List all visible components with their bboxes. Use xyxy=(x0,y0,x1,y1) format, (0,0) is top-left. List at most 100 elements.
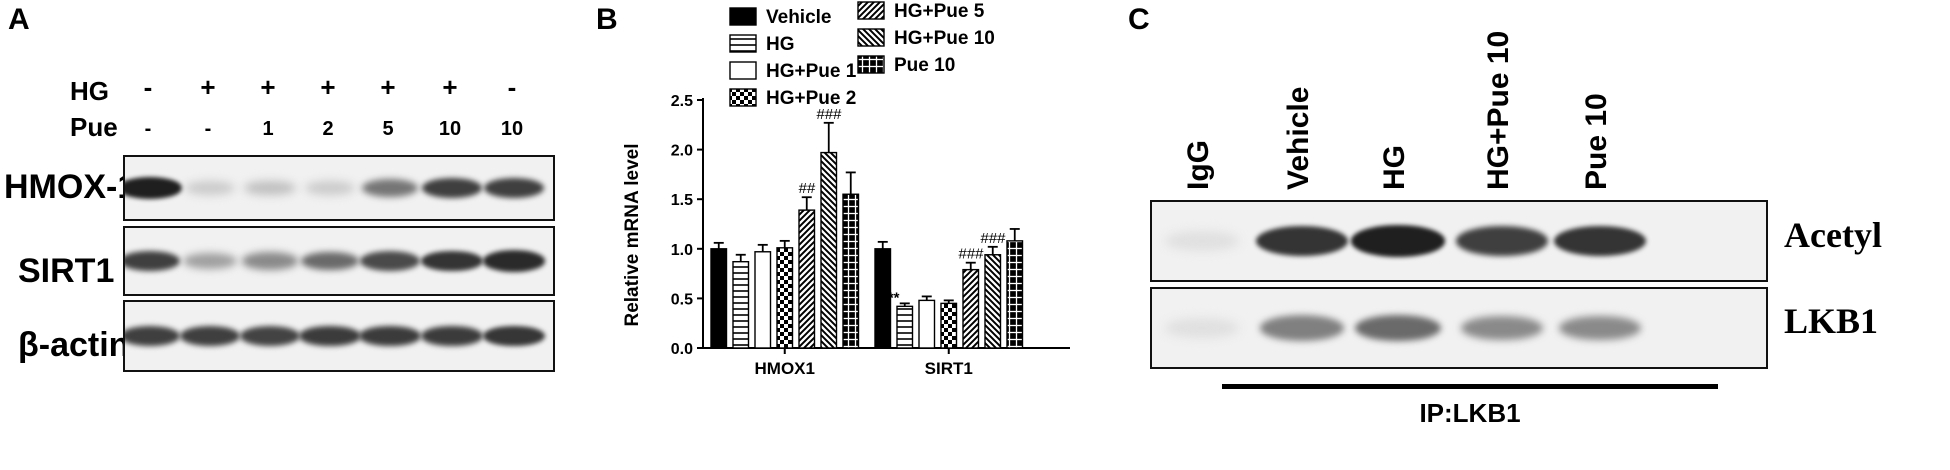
mrna-bar-chart: Vehicle HG HG+Pue 1 HG+Pue 2 HG+Pue 5 HG+Pue … xyxy=(622,1,1070,378)
blot-strip-sirt1 xyxy=(123,226,555,296)
legend-swatch xyxy=(729,7,757,26)
significance-label: ### xyxy=(816,106,842,123)
pue-dose: 2 xyxy=(322,118,334,140)
bar xyxy=(754,251,772,349)
blot-band xyxy=(421,325,483,347)
legend-swatch xyxy=(857,28,885,47)
blot-band xyxy=(183,252,237,270)
legend-label: Pue 10 xyxy=(894,55,955,76)
blot-band xyxy=(1165,231,1239,251)
blot-band xyxy=(421,177,483,199)
blot-label-hmox1: HMOX-1 xyxy=(4,168,137,206)
blot-band xyxy=(1558,315,1642,341)
legend-label: HG+Pue 2 xyxy=(766,88,856,109)
blot-strip-lkb1 xyxy=(1150,287,1768,369)
panel-b-letter: B xyxy=(596,3,618,36)
blot-band xyxy=(360,251,420,271)
blot-band xyxy=(242,252,298,270)
bar xyxy=(962,268,980,349)
bar xyxy=(918,299,936,349)
legend-swatch xyxy=(857,1,885,20)
bar xyxy=(732,260,750,349)
blot-band xyxy=(361,178,419,197)
pue-dose: 10 xyxy=(438,118,462,140)
pue-dose: 5 xyxy=(382,118,394,140)
chart-bars: #####***###### xyxy=(710,106,1024,349)
blot-band xyxy=(421,250,483,272)
significance-label: *** xyxy=(882,289,900,306)
hg-sign: + xyxy=(200,72,216,102)
pue-dose: - xyxy=(144,118,152,140)
y-axis-label: Relative mRNA level xyxy=(622,143,643,326)
y-tick-label: 2.0 xyxy=(671,143,693,160)
legend-label: Vehicle xyxy=(766,7,832,28)
blot-band xyxy=(1165,318,1239,338)
bar xyxy=(820,151,838,349)
lane-label: Vehicle xyxy=(1282,86,1315,190)
blot-band xyxy=(125,177,182,199)
lane-label: Pue 10 xyxy=(1580,93,1613,190)
legend-swatch xyxy=(729,34,757,53)
x-category-label: HMOX1 xyxy=(755,359,815,378)
blot-band xyxy=(244,180,296,196)
blot-band xyxy=(239,325,301,347)
blot-band xyxy=(483,325,545,347)
blot-band xyxy=(359,325,421,347)
blot-band xyxy=(1456,226,1548,256)
pue-row-label: Pue xyxy=(70,112,118,142)
legend-swatch xyxy=(729,88,757,107)
hg-sign: + xyxy=(320,72,336,102)
bar xyxy=(798,209,816,349)
lane-label: HG xyxy=(1378,145,1411,190)
blot-band xyxy=(125,325,181,347)
legend-swatch xyxy=(857,55,885,74)
bar xyxy=(896,305,914,349)
legend-label: HG+Pue 1 xyxy=(766,61,857,82)
blot-strip-acetyl xyxy=(1150,200,1768,282)
blot-strip-hmox1 xyxy=(123,155,555,221)
bar xyxy=(842,193,860,349)
hg-sign: - xyxy=(507,72,517,102)
legend-label: HG+Pue 10 xyxy=(894,28,995,49)
significance-label: ### xyxy=(958,246,984,263)
blot-band xyxy=(304,180,356,196)
hg-sign: - xyxy=(143,72,153,102)
bar xyxy=(940,302,958,349)
blot-label-beta-actin: β-actin xyxy=(18,326,130,364)
blot-band xyxy=(483,177,545,199)
bar xyxy=(874,248,892,349)
y-tick-label: 1.5 xyxy=(671,192,693,209)
legend-swatch xyxy=(729,61,757,80)
significance-label: ### xyxy=(980,230,1006,247)
legend-label: HG xyxy=(766,34,795,55)
hg-row-label: HG xyxy=(70,76,109,106)
blot-band xyxy=(1553,225,1647,257)
panel-a-letter: A xyxy=(8,3,30,36)
y-tick-label: 1.0 xyxy=(671,242,693,259)
blot-band xyxy=(301,251,359,271)
blot-band xyxy=(1460,315,1544,341)
lane-label: HG+Pue 10 xyxy=(1482,30,1515,190)
blot-band xyxy=(125,250,181,272)
blot-band xyxy=(184,180,236,196)
pue-dose: 10 xyxy=(500,118,524,140)
blot-band xyxy=(299,325,361,347)
blot-label-sirt1: SIRT1 xyxy=(18,252,115,290)
pue-dose: - xyxy=(204,118,212,140)
panel-c-letter: C xyxy=(1128,3,1150,36)
bar xyxy=(1006,240,1024,349)
bar xyxy=(984,254,1002,349)
blot-label-lkb1: LKB1 xyxy=(1784,301,1879,341)
bar xyxy=(710,248,728,349)
hg-sign: + xyxy=(260,72,276,102)
x-category-label: SIRT1 xyxy=(925,359,973,378)
blot-band xyxy=(179,325,241,347)
ip-label: IP:LKB1 xyxy=(1419,398,1521,428)
blot-band xyxy=(482,250,546,272)
significance-label: ## xyxy=(798,180,815,197)
blot-band xyxy=(1354,314,1442,342)
hg-sign: + xyxy=(380,72,396,102)
blot-label-acetyl: Acetyl xyxy=(1784,215,1882,255)
chart-legend: Vehicle HG HG+Pue 1 HG+Pue 2 HG+Pue 5 HG+Pue … xyxy=(729,1,995,109)
hg-sign: + xyxy=(442,72,458,102)
